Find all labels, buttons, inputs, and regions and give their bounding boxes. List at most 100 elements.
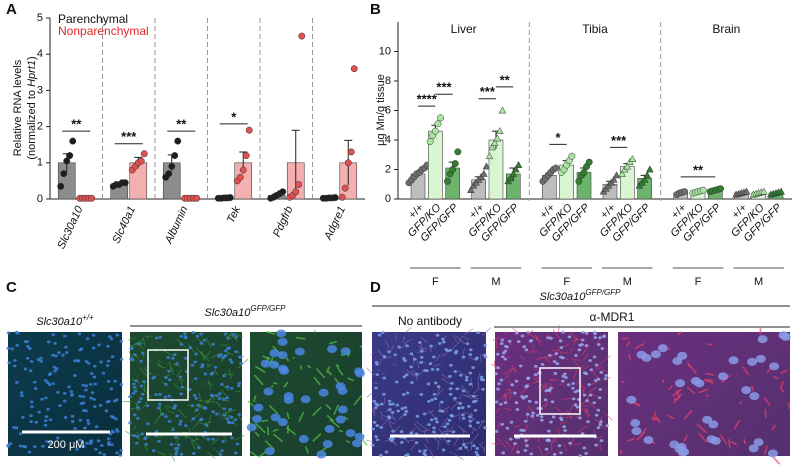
nucleus [25, 340, 30, 344]
nucleus [264, 447, 275, 456]
nucleus [441, 337, 445, 341]
nucleus [387, 415, 391, 419]
panel-label: D [370, 279, 381, 296]
cell-membrane [237, 414, 243, 422]
nucleus [27, 450, 32, 454]
nucleus [551, 415, 556, 419]
y-tick-label: 0 [37, 193, 43, 205]
nucleus [188, 388, 192, 392]
nucleus [641, 353, 652, 362]
nucleus [175, 362, 179, 365]
nucleus [79, 347, 84, 351]
cell-membrane [733, 419, 741, 430]
nucleus [427, 399, 431, 403]
nucleus [109, 337, 114, 341]
nucleus [499, 342, 504, 345]
nucleus [140, 432, 145, 436]
nucleus [58, 404, 62, 407]
nucleus [605, 424, 610, 428]
nucleus [167, 378, 172, 382]
data-point [717, 185, 724, 193]
nucleus [69, 390, 74, 394]
nucleus [97, 343, 101, 347]
data-point [760, 187, 768, 195]
cell-membrane [142, 337, 146, 347]
nucleus [377, 333, 382, 337]
cell-membrane [538, 445, 543, 456]
nucleus [415, 414, 420, 418]
cell-membrane [272, 433, 284, 443]
cell-membrane [415, 370, 424, 378]
y-axis-label: (normalized to Hprt1) [26, 56, 38, 159]
cell-membrane [226, 351, 234, 356]
cell-membrane [136, 376, 138, 378]
nucleus [387, 399, 392, 403]
nucleus [445, 422, 450, 426]
cell-membrane [479, 353, 482, 363]
nucleus [113, 379, 117, 383]
nucleus [43, 379, 48, 382]
cell-membrane [704, 378, 713, 382]
nucleus [178, 419, 183, 423]
nucleus [580, 343, 584, 347]
nucleus [419, 360, 423, 364]
nucleus [8, 442, 13, 446]
nucleus [396, 409, 400, 413]
cell-membrane [150, 360, 153, 363]
nucleus [419, 355, 424, 359]
nucleus [217, 397, 222, 401]
nucleus [527, 399, 532, 403]
cell-membrane [696, 423, 708, 434]
heading-base: Slc30a10 [36, 316, 83, 328]
nucleus [197, 446, 201, 450]
nucleus [210, 394, 215, 397]
nucleus [531, 411, 536, 415]
cell-membrane [738, 401, 743, 405]
data-point [298, 32, 306, 40]
nucleus [533, 373, 538, 377]
nucleus [114, 417, 118, 421]
cell-membrane [683, 434, 689, 442]
cell-membrane [433, 363, 441, 367]
cell-membrane [142, 400, 149, 409]
nucleus [557, 444, 562, 448]
nucleus [405, 453, 410, 457]
nucleus [600, 347, 605, 350]
cell-membrane [750, 385, 755, 392]
cell-membrane [371, 407, 376, 417]
nucleus [318, 388, 329, 397]
cell-membrane [261, 419, 269, 423]
nucleus [409, 365, 413, 369]
cell-membrane [410, 444, 416, 451]
data-point [338, 193, 346, 201]
nucleus [73, 426, 77, 430]
nucleus [234, 350, 238, 354]
nucleus [214, 394, 219, 398]
cell-membrane [218, 411, 223, 419]
nucleus [62, 334, 67, 338]
nucleus [211, 342, 215, 346]
cell-membrane [492, 336, 501, 341]
nucleus [555, 362, 560, 366]
nucleus [337, 405, 348, 414]
nucleus [51, 382, 56, 386]
sex-label: F [563, 276, 570, 288]
nucleus [166, 356, 170, 360]
nucleus [441, 448, 446, 452]
nucleus [316, 450, 327, 459]
cell-membrane [207, 382, 214, 386]
nucleus [198, 418, 203, 422]
cell-membrane [443, 406, 450, 411]
nucleus [43, 419, 48, 423]
cell-membrane [176, 368, 182, 377]
data-point [193, 194, 201, 202]
cell-membrane [407, 439, 415, 442]
nucleus [25, 356, 30, 360]
cell-membrane [481, 441, 484, 445]
nucleus [519, 428, 523, 432]
cell-membrane [466, 447, 470, 452]
cell-membrane [554, 406, 562, 413]
nucleus [184, 336, 188, 340]
cell-membrane [168, 361, 172, 372]
cell-membrane [520, 355, 525, 360]
